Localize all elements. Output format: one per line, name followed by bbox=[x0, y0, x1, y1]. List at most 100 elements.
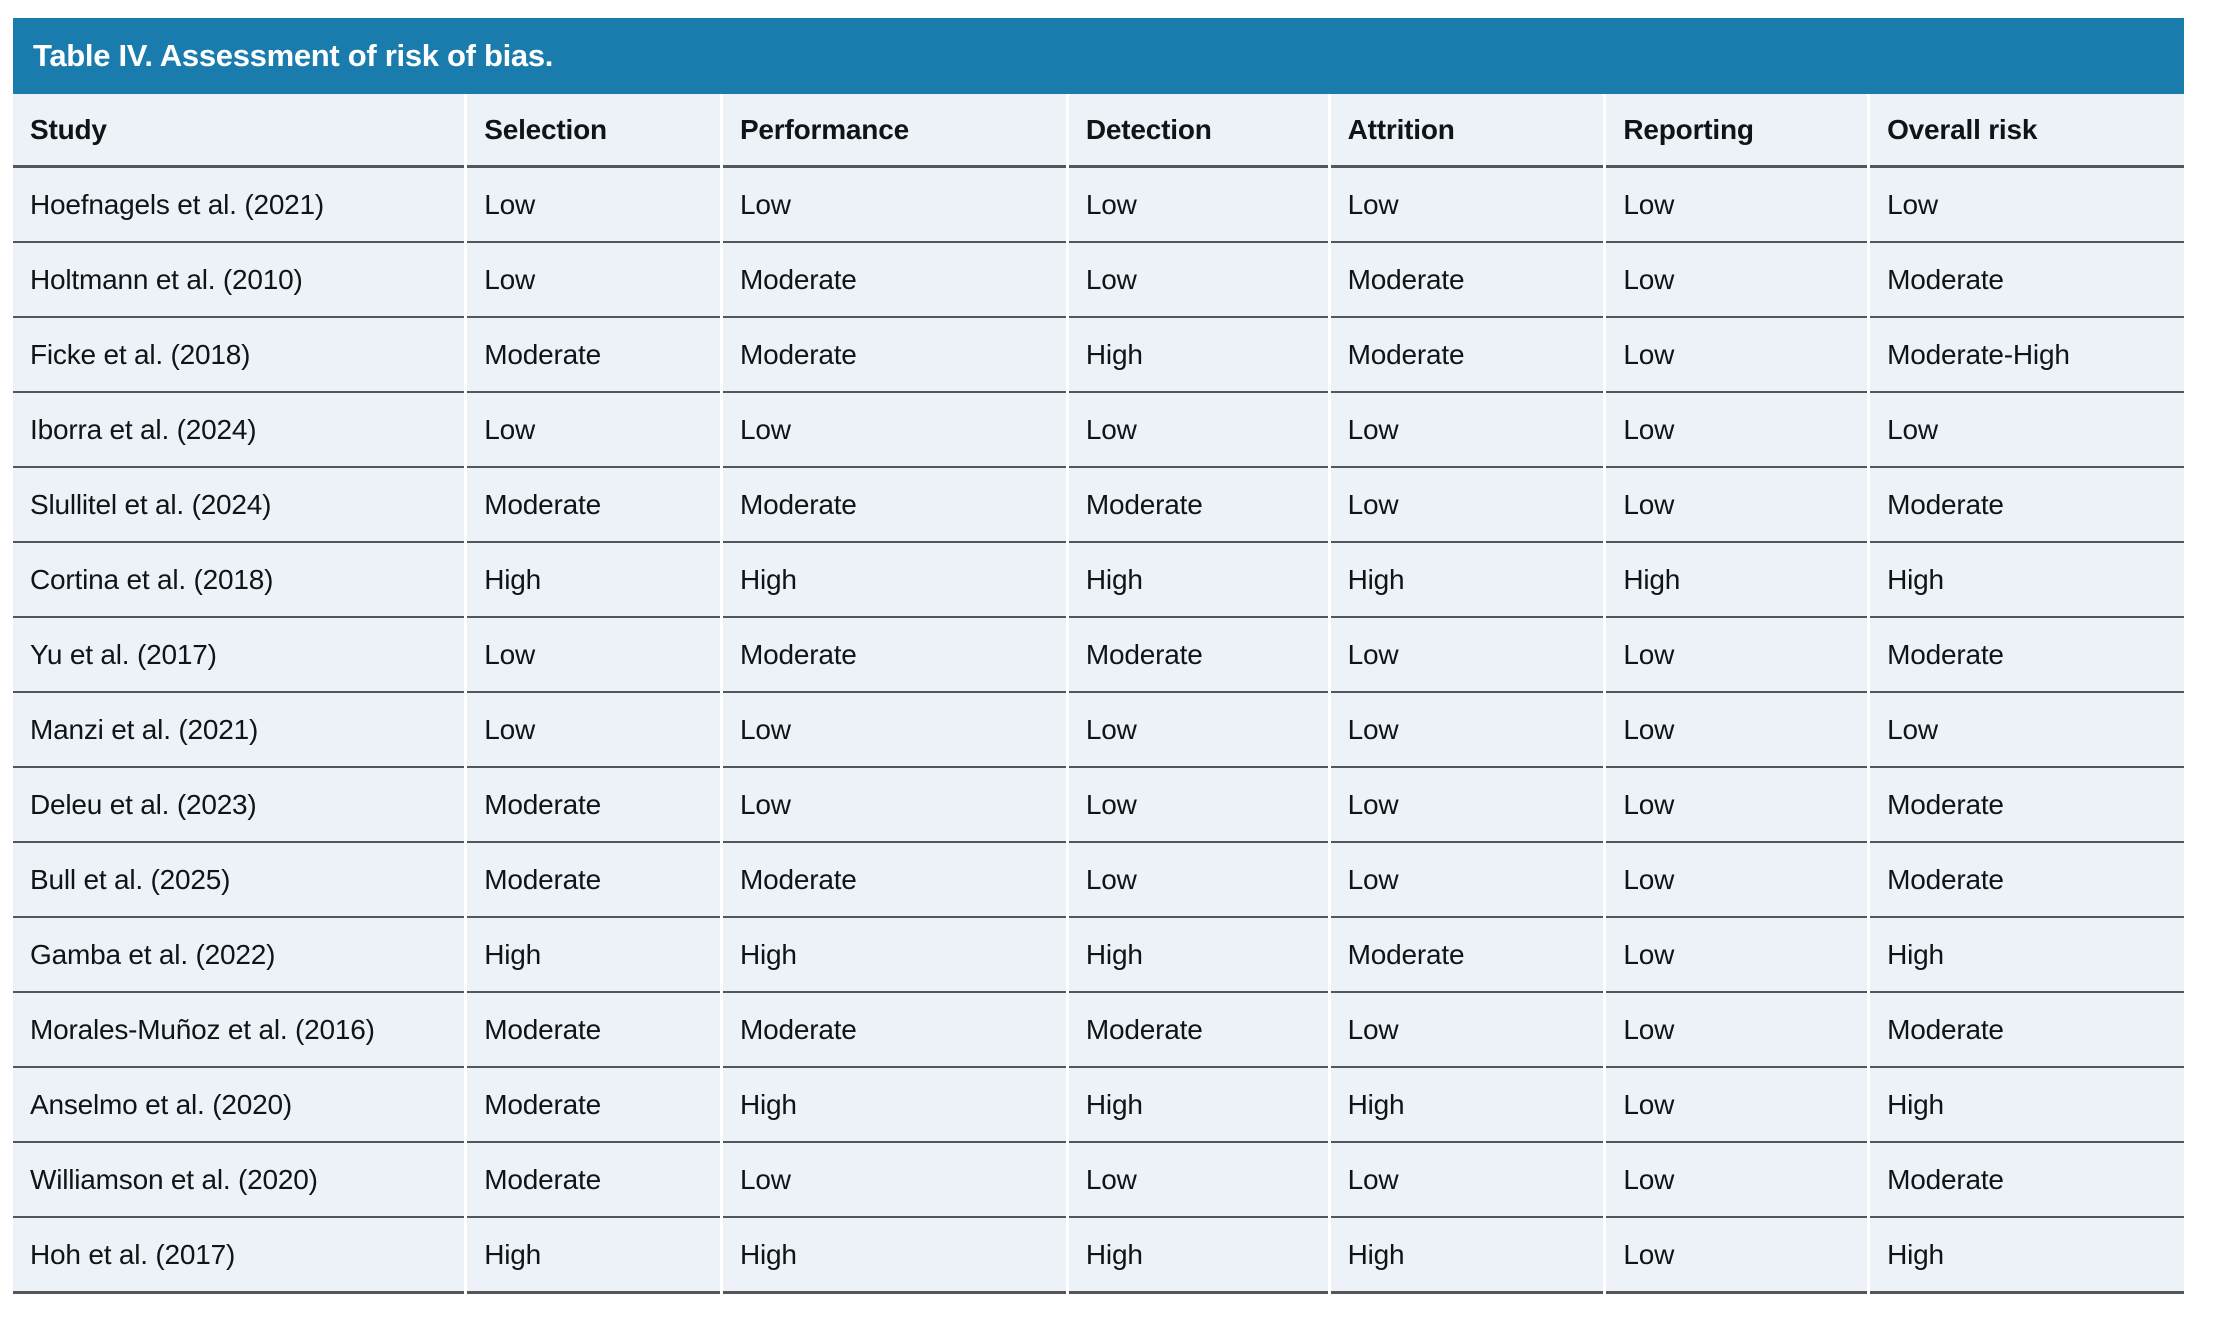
table-body: Hoefnagels et al. (2021) Low Low Low Low Low L… bbox=[13, 168, 2184, 1294]
risk-level-cell: Moderate bbox=[1068, 468, 1328, 543]
risk-level-cell: High bbox=[1870, 543, 2184, 618]
risk-level-cell: High bbox=[1870, 1218, 2184, 1294]
study-name-cell: Manzi et al. (2021) bbox=[13, 693, 465, 768]
study-name-cell: Hoh et al. (2017) bbox=[13, 1218, 465, 1294]
study-name-cell: Gamba et al. (2022) bbox=[13, 918, 465, 993]
risk-level-cell: Low bbox=[1330, 618, 1604, 693]
column-header-overall-risk: Overall risk bbox=[1870, 94, 2184, 168]
risk-level-cell: Moderate bbox=[1870, 768, 2184, 843]
column-header-attrition: Attrition bbox=[1330, 94, 1604, 168]
study-name-cell: Morales-Muñoz et al. (2016) bbox=[13, 993, 465, 1068]
study-name-cell: Ficke et al. (2018) bbox=[13, 318, 465, 393]
table-row: Anselmo et al. (2020) Moderate High High Hig… bbox=[13, 1068, 2184, 1143]
risk-level-cell: Low bbox=[1330, 693, 1604, 768]
risk-level-cell: Moderate bbox=[467, 1068, 720, 1143]
risk-level-cell: Low bbox=[1330, 393, 1604, 468]
risk-level-cell: Low bbox=[722, 168, 1066, 243]
risk-level-cell: Low bbox=[1606, 1218, 1868, 1294]
risk-level-cell: Low bbox=[722, 693, 1066, 768]
table-row: Williamson et al. (2020) Moderate Low Low Lo… bbox=[13, 1143, 2184, 1218]
risk-level-cell: Low bbox=[1068, 243, 1328, 318]
risk-level-cell: Moderate bbox=[1330, 243, 1604, 318]
study-name-cell: Anselmo et al. (2020) bbox=[13, 1068, 465, 1143]
risk-level-cell: High bbox=[1606, 543, 1868, 618]
risk-level-cell: Moderate bbox=[1870, 1143, 2184, 1218]
risk-level-cell: Moderate bbox=[722, 618, 1066, 693]
risk-level-cell: Low bbox=[722, 393, 1066, 468]
risk-of-bias-table-figure: Table IV. Assessment of risk of bias. St… bbox=[13, 18, 2184, 1294]
study-name-cell: Slullitel et al. (2024) bbox=[13, 468, 465, 543]
risk-level-cell: High bbox=[1068, 318, 1328, 393]
risk-level-cell: Low bbox=[1606, 243, 1868, 318]
risk-level-cell: Low bbox=[1606, 1143, 1868, 1218]
risk-level-cell: Low bbox=[1606, 618, 1868, 693]
risk-level-cell: Moderate bbox=[467, 768, 720, 843]
risk-level-cell: High bbox=[1068, 1068, 1328, 1143]
risk-level-cell: Moderate bbox=[1068, 618, 1328, 693]
table-row: Holtmann et al. (2010) Low Moderate Low Mode… bbox=[13, 243, 2184, 318]
risk-level-cell: Low bbox=[467, 618, 720, 693]
risk-level-cell: Moderate bbox=[1870, 243, 2184, 318]
risk-level-cell: Low bbox=[1068, 843, 1328, 918]
risk-level-cell: Low bbox=[1606, 768, 1868, 843]
risk-level-cell: High bbox=[1330, 543, 1604, 618]
risk-level-cell: Low bbox=[467, 693, 720, 768]
risk-level-cell: High bbox=[467, 918, 720, 993]
header-row: Study Selection Performance Detection Attrit… bbox=[13, 94, 2184, 168]
table-row: Ficke et al. (2018) Moderate Moderate High M… bbox=[13, 318, 2184, 393]
risk-level-cell: Low bbox=[1606, 693, 1868, 768]
risk-level-cell: High bbox=[722, 1218, 1066, 1294]
risk-level-cell: Moderate bbox=[722, 993, 1066, 1068]
table-row: Morales-Muñoz et al. (2016) Moderate Moder… bbox=[13, 993, 2184, 1068]
risk-level-cell: High bbox=[722, 543, 1066, 618]
table-title-bar: Table IV. Assessment of risk of bias. bbox=[13, 18, 2184, 94]
risk-level-cell: Moderate bbox=[722, 468, 1066, 543]
risk-level-cell: Moderate bbox=[722, 243, 1066, 318]
table-row: Hoh et al. (2017) High High High High Low High bbox=[13, 1218, 2184, 1294]
table-title: Table IV. Assessment of risk of bias. bbox=[33, 38, 554, 73]
risk-level-cell: Low bbox=[1606, 843, 1868, 918]
risk-level-cell: Moderate bbox=[1870, 468, 2184, 543]
risk-level-cell: High bbox=[1068, 918, 1328, 993]
table-row: Hoefnagels et al. (2021) Low Low Low Low Low L… bbox=[13, 168, 2184, 243]
risk-level-cell: Low bbox=[1870, 693, 2184, 768]
study-name-cell: Yu et al. (2017) bbox=[13, 618, 465, 693]
table-row: Cortina et al. (2018) High High High High Hig… bbox=[13, 543, 2184, 618]
column-header-selection: Selection bbox=[467, 94, 720, 168]
risk-level-cell: Low bbox=[1606, 468, 1868, 543]
risk-level-cell: Low bbox=[722, 768, 1066, 843]
risk-level-cell: Low bbox=[467, 168, 720, 243]
risk-level-cell: Moderate bbox=[1870, 618, 2184, 693]
risk-level-cell: High bbox=[722, 918, 1066, 993]
study-name-cell: Iborra et al. (2024) bbox=[13, 393, 465, 468]
table-row: Yu et al. (2017) Low Moderate Moderate Low Lo… bbox=[13, 618, 2184, 693]
risk-level-cell: Low bbox=[1068, 393, 1328, 468]
risk-level-cell: Low bbox=[1330, 468, 1604, 543]
study-name-cell: Deleu et al. (2023) bbox=[13, 768, 465, 843]
study-name-cell: Williamson et al. (2020) bbox=[13, 1143, 465, 1218]
risk-level-cell: Moderate bbox=[1870, 843, 2184, 918]
risk-level-cell: High bbox=[1330, 1068, 1604, 1143]
risk-level-cell: Low bbox=[1606, 393, 1868, 468]
risk-level-cell: Moderate bbox=[1330, 318, 1604, 393]
risk-level-cell: Moderate bbox=[467, 318, 720, 393]
risk-level-cell: Moderate bbox=[1068, 993, 1328, 1068]
risk-level-cell: Moderate bbox=[467, 993, 720, 1068]
risk-level-cell: Low bbox=[1606, 1068, 1868, 1143]
study-name-cell: Holtmann et al. (2010) bbox=[13, 243, 465, 318]
table-header: Study Selection Performance Detection Attrit… bbox=[13, 94, 2184, 168]
risk-level-cell: Low bbox=[1068, 768, 1328, 843]
risk-level-cell: High bbox=[1330, 1218, 1604, 1294]
risk-level-cell: High bbox=[1068, 543, 1328, 618]
risk-level-cell: Moderate bbox=[722, 843, 1066, 918]
risk-level-cell: Low bbox=[1870, 168, 2184, 243]
risk-level-cell: Moderate bbox=[467, 843, 720, 918]
column-header-study: Study bbox=[13, 94, 465, 168]
risk-level-cell: Low bbox=[1330, 168, 1604, 243]
risk-level-cell: Low bbox=[722, 1143, 1066, 1218]
risk-level-cell: Moderate bbox=[1870, 993, 2184, 1068]
risk-level-cell: Low bbox=[1606, 168, 1868, 243]
risk-level-cell: Moderate bbox=[722, 318, 1066, 393]
risk-level-cell: High bbox=[1870, 1068, 2184, 1143]
risk-level-cell: Low bbox=[467, 393, 720, 468]
